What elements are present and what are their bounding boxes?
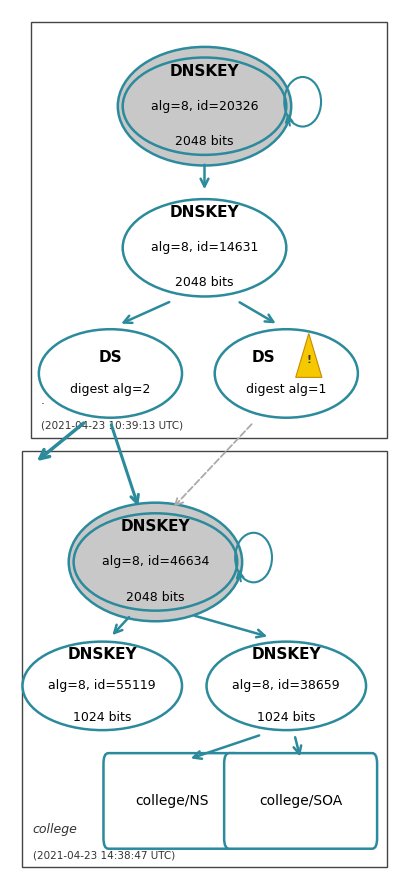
Ellipse shape: [123, 58, 286, 155]
Bar: [31, 22, 387, 438]
Text: DNSKEY: DNSKEY: [252, 647, 321, 661]
Text: DNSKEY: DNSKEY: [170, 205, 239, 220]
Text: alg=8, id=20326: alg=8, id=20326: [151, 100, 258, 112]
Text: DNSKEY: DNSKEY: [121, 519, 190, 535]
Text: 1024 bits: 1024 bits: [73, 712, 131, 724]
Text: DNSKEY: DNSKEY: [170, 64, 239, 79]
Text: digest alg=1: digest alg=1: [246, 383, 326, 396]
Text: college: college: [33, 823, 78, 836]
Polygon shape: [296, 334, 322, 377]
Text: (2021-04-23 10:39:13 UTC): (2021-04-23 10:39:13 UTC): [41, 421, 183, 431]
Text: digest alg=2: digest alg=2: [70, 383, 151, 396]
Text: college/SOA: college/SOA: [259, 794, 342, 808]
Text: DS: DS: [99, 350, 122, 365]
Ellipse shape: [123, 199, 286, 296]
Text: DNSKEY: DNSKEY: [67, 647, 137, 661]
Text: alg=8, id=14631: alg=8, id=14631: [151, 242, 258, 254]
Text: .: .: [41, 394, 45, 407]
FancyBboxPatch shape: [103, 753, 240, 849]
Text: alg=8, id=46634: alg=8, id=46634: [102, 556, 209, 568]
Ellipse shape: [69, 503, 242, 621]
Ellipse shape: [22, 642, 182, 730]
Text: DS: DS: [252, 350, 276, 365]
Text: 2048 bits: 2048 bits: [175, 135, 234, 148]
Ellipse shape: [207, 642, 366, 730]
Ellipse shape: [215, 329, 358, 418]
Text: !: !: [306, 355, 311, 366]
Text: alg=8, id=55119: alg=8, id=55119: [48, 680, 156, 692]
Ellipse shape: [74, 513, 237, 611]
Text: 2048 bits: 2048 bits: [126, 590, 185, 604]
Ellipse shape: [118, 47, 291, 165]
Text: college/NS: college/NS: [135, 794, 209, 808]
Text: alg=8, id=38659: alg=8, id=38659: [232, 680, 340, 692]
FancyBboxPatch shape: [224, 753, 377, 849]
Ellipse shape: [39, 329, 182, 418]
Text: 2048 bits: 2048 bits: [175, 276, 234, 289]
Text: (2021-04-23 14:38:47 UTC): (2021-04-23 14:38:47 UTC): [33, 850, 175, 860]
Bar: [22, 451, 387, 867]
Text: 1024 bits: 1024 bits: [257, 712, 315, 724]
